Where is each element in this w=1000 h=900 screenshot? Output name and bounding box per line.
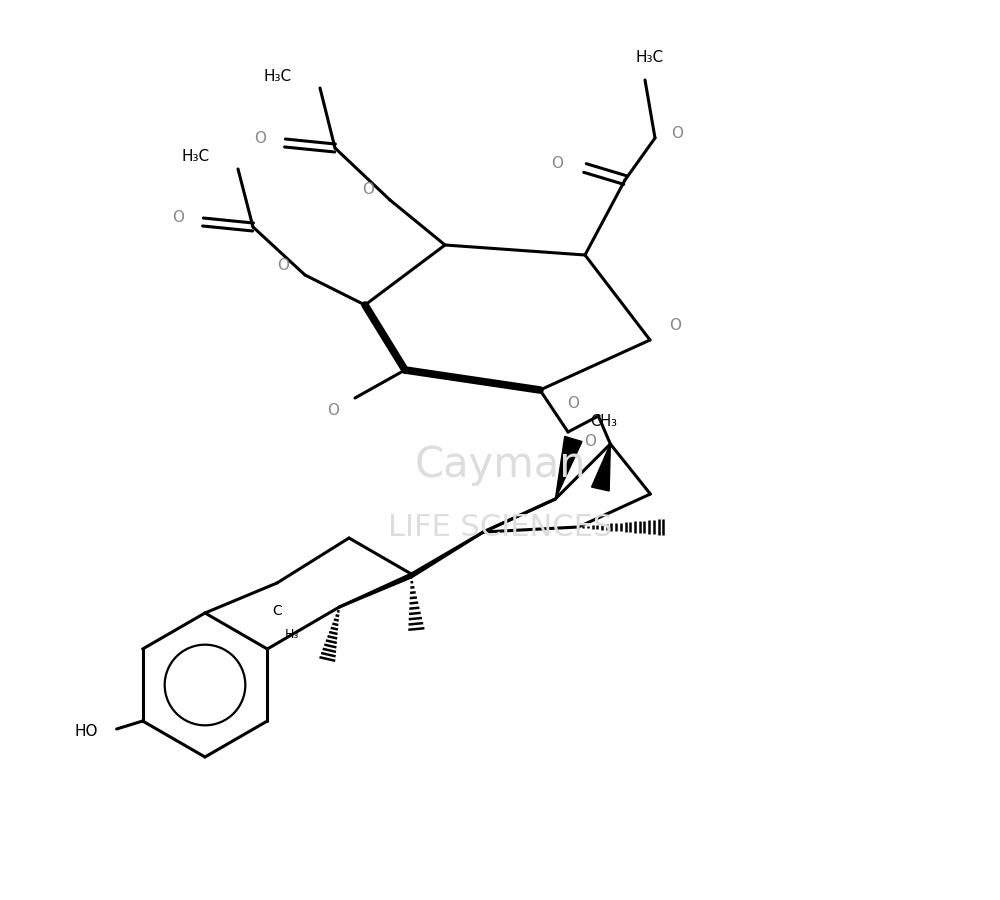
Text: O: O xyxy=(669,318,681,332)
Text: C: C xyxy=(272,604,282,618)
Text: O: O xyxy=(551,157,563,172)
Text: H₃: H₃ xyxy=(285,628,299,642)
Text: HO: HO xyxy=(75,724,98,739)
Text: Cayman: Cayman xyxy=(414,444,586,486)
Polygon shape xyxy=(592,444,610,491)
Text: H₃C: H₃C xyxy=(636,50,664,66)
Text: O: O xyxy=(671,125,683,140)
Text: O: O xyxy=(327,402,339,418)
Text: O: O xyxy=(254,130,266,146)
Text: O: O xyxy=(567,397,579,411)
Text: H₃C: H₃C xyxy=(182,149,210,165)
Text: H₃C: H₃C xyxy=(264,68,292,84)
Text: LIFE SCIENCES: LIFE SCIENCES xyxy=(388,514,612,543)
Text: O: O xyxy=(172,210,184,224)
Text: CH₃: CH₃ xyxy=(590,413,617,428)
Polygon shape xyxy=(555,436,582,499)
Text: O: O xyxy=(277,257,289,273)
Text: O: O xyxy=(584,435,596,449)
Text: O: O xyxy=(362,183,374,197)
